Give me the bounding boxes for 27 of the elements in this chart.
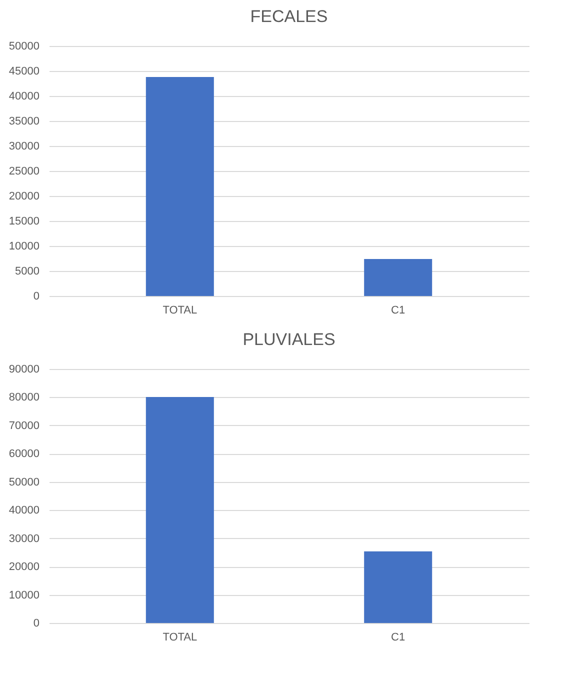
- y-tick-label: 5000: [15, 266, 40, 278]
- y-tick-label: 90000: [8, 364, 40, 376]
- y-tick-label: 10000: [8, 240, 40, 252]
- x-tick-label: TOTAL: [162, 632, 198, 644]
- x-tick-label: TOTAL: [162, 304, 198, 316]
- y-tick-label: 70000: [8, 420, 40, 432]
- y-tick-label: 50000: [8, 476, 40, 488]
- y-tick-label: 80000: [8, 392, 40, 404]
- x-tick-label: C1: [391, 304, 406, 316]
- y-tick-label: 30000: [8, 140, 40, 152]
- chart-title: PLUVIALES: [242, 330, 336, 349]
- y-tick-label: 20000: [8, 190, 40, 202]
- chart-title: FECALES: [250, 7, 328, 26]
- y-tick-label: 35000: [8, 116, 40, 128]
- y-tick-label: 30000: [8, 532, 40, 545]
- y-tick-label: 60000: [8, 448, 40, 460]
- x-tick-label: C1: [391, 632, 406, 644]
- y-tick-label: 20000: [8, 561, 40, 574]
- y-tick-label: 45000: [8, 66, 40, 78]
- y-tick-label: 0: [33, 290, 40, 302]
- y-tick-label: 15000: [8, 216, 40, 228]
- y-tick-label: 50000: [8, 40, 40, 52]
- y-tick-label: 40000: [8, 504, 40, 517]
- y-tick-label: 25000: [8, 166, 40, 178]
- y-tick-label: 10000: [8, 589, 40, 602]
- y-tick-label: 0: [33, 618, 40, 630]
- y-tick-label: 40000: [8, 90, 40, 102]
